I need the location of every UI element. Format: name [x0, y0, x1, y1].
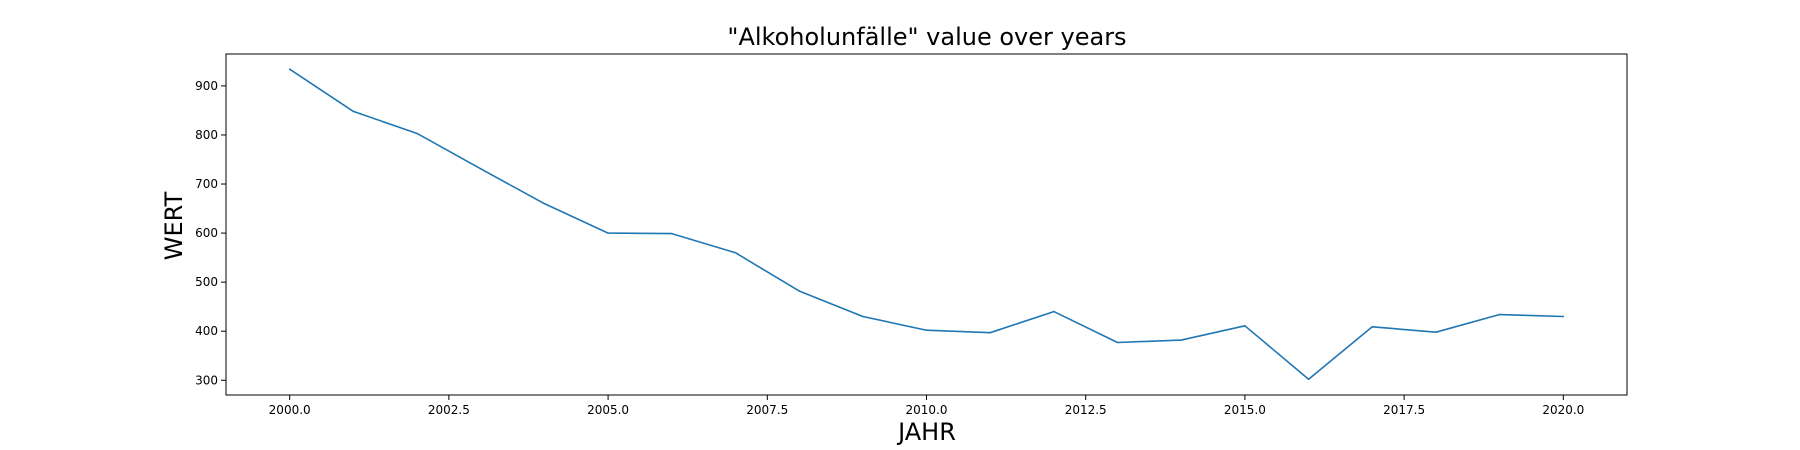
data-point — [479, 168, 482, 170]
data-point — [989, 331, 991, 334]
y-tick-label: 400 — [195, 324, 218, 338]
data-point — [416, 132, 418, 135]
x-tick-label: 2002.5 — [428, 403, 470, 417]
data-point — [352, 110, 355, 113]
data-point — [925, 329, 928, 332]
data-point — [543, 202, 546, 205]
data-point — [1244, 325, 1246, 327]
data-point — [1435, 331, 1437, 333]
x-tick-label: 2005.0 — [587, 403, 629, 417]
series-layer — [288, 68, 1565, 381]
x-tick-label: 2007.5 — [746, 403, 788, 417]
data-point — [1307, 378, 1310, 381]
data-point — [798, 290, 800, 292]
data-point — [1562, 315, 1565, 318]
data-point — [1116, 341, 1119, 344]
x-tick-label: 2000.0 — [269, 403, 311, 417]
data-point — [1180, 339, 1183, 341]
x-tick-label: 2015.0 — [1224, 403, 1266, 417]
x-tick-label: 2012.5 — [1065, 403, 1107, 417]
data-point — [1053, 310, 1055, 313]
series-line — [289, 68, 1564, 381]
data-point — [734, 251, 737, 254]
data-point — [288, 68, 291, 71]
chart-title: "Alkoholunfälle" value over years — [727, 23, 1126, 51]
x-axis-label: JAHR — [896, 418, 956, 446]
data-point — [862, 315, 864, 318]
y-tick-label: 300 — [195, 373, 218, 387]
y-tick-label: 600 — [195, 226, 218, 240]
x-tick-label: 2017.5 — [1383, 403, 1425, 417]
data-point — [670, 232, 673, 235]
data-point — [1371, 326, 1374, 328]
data-point — [607, 232, 609, 234]
y-axis-label: WERT — [160, 191, 188, 260]
y-tick-label: 500 — [195, 275, 218, 289]
y-tick-label: 700 — [195, 177, 218, 191]
data-point — [1498, 313, 1501, 316]
x-tick-label: 2020.0 — [1542, 403, 1584, 417]
plot-area — [225, 53, 1628, 396]
x-tick-label: 2010.0 — [906, 403, 948, 417]
y-tick-label: 900 — [195, 79, 218, 93]
x-axis: 2000.0 2002.5 2005.0 2007.5 2010.0 2012.5 2015… — [269, 395, 1584, 417]
y-tick-label: 800 — [195, 128, 218, 142]
y-axis: 300 400 500 600 700 800 900 — [195, 79, 226, 387]
